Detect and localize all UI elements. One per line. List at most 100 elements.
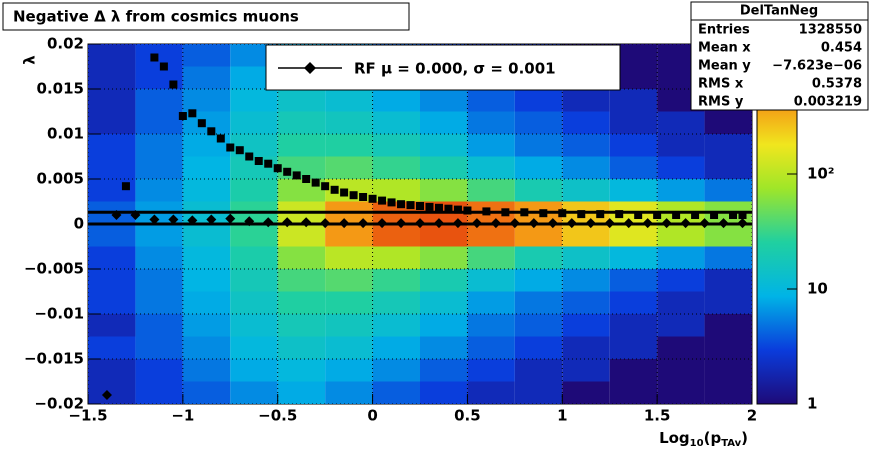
heat-cell <box>657 336 705 359</box>
heat-cell <box>514 381 563 404</box>
square-marker <box>691 211 700 219</box>
heat-cell <box>704 314 752 337</box>
heat-cell <box>420 89 468 112</box>
heat-cell <box>372 111 420 134</box>
heat-cell <box>562 269 610 292</box>
square-marker <box>577 210 586 219</box>
heat-cell <box>562 336 610 359</box>
heat-cell <box>325 291 373 314</box>
x-label-part: Log <box>659 429 690 447</box>
heat-cell <box>135 179 183 202</box>
square-marker <box>453 205 462 214</box>
y-tick-label: 0.015 <box>37 80 84 98</box>
heat-cell <box>467 246 515 269</box>
heat-cell <box>372 291 420 314</box>
heat-cell <box>420 246 468 269</box>
square-marker <box>216 134 225 143</box>
legend-marker <box>304 62 316 74</box>
square-marker <box>387 198 396 207</box>
square-marker <box>368 194 377 203</box>
heat-cell <box>372 89 420 112</box>
heat-cell <box>88 89 136 112</box>
heat-cell <box>277 381 326 404</box>
heat-cell <box>135 246 183 269</box>
heat-cell <box>704 111 752 134</box>
heat-cell <box>609 291 658 314</box>
heat-cell <box>230 224 278 247</box>
z-tick-label: 1 <box>807 395 817 413</box>
y-tick-label: −0.005 <box>24 260 84 278</box>
x-tick-label: 0 <box>367 407 377 425</box>
diamond-marker <box>623 218 634 229</box>
heat-cell <box>372 179 420 202</box>
heat-cell <box>514 359 563 382</box>
heat-cell <box>562 246 610 269</box>
stats-value: 0.5378 <box>812 77 862 92</box>
diamond-marker <box>225 213 236 224</box>
stats-label: RMS x <box>698 77 744 92</box>
heat-cell <box>325 111 373 134</box>
square-marker <box>482 207 491 216</box>
heat-cell <box>135 134 183 157</box>
heat-cell <box>277 224 326 247</box>
heat-cell <box>704 156 752 179</box>
square-marker <box>273 164 282 173</box>
square-marker <box>150 53 159 62</box>
heat-cell <box>230 336 278 359</box>
heat-cell <box>514 291 563 314</box>
heat-cell <box>182 224 231 247</box>
square-marker <box>349 191 358 200</box>
heat-cell <box>609 224 658 247</box>
heat-cell <box>514 179 563 202</box>
heat-cell <box>514 246 563 269</box>
heat-cell <box>704 336 752 359</box>
heat-cell <box>182 336 231 359</box>
x-tick-label: −1 <box>171 407 194 425</box>
heat-cell <box>182 179 231 202</box>
heat-cell <box>135 111 183 134</box>
heat-cell <box>88 269 136 292</box>
heat-cell <box>135 381 183 404</box>
heat-cell <box>609 156 658 179</box>
x-label-part: (p <box>704 429 722 447</box>
heat-cell <box>230 291 278 314</box>
heat-cell <box>277 89 326 112</box>
heat-cell <box>467 224 515 247</box>
diamond-marker <box>452 218 463 229</box>
diamond-marker <box>320 218 331 229</box>
heat-cell <box>325 269 373 292</box>
heat-cell <box>467 89 515 112</box>
stats-title: DelTanNeg <box>740 4 818 19</box>
heat-cell <box>420 381 468 404</box>
diamond-marker <box>339 218 350 229</box>
y-tick-label: −0.015 <box>24 350 84 368</box>
heat-cell <box>325 156 373 179</box>
heat-cell <box>372 381 420 404</box>
heat-cell <box>372 269 420 292</box>
x-tick-label: 1.5 <box>644 407 671 425</box>
square-marker <box>359 193 368 201</box>
heat-cell <box>562 89 610 112</box>
heat-cell <box>325 224 373 247</box>
heat-cell <box>514 89 563 112</box>
diamond-marker <box>301 217 312 228</box>
stats-value: 0.003219 <box>794 95 862 110</box>
stats-label: RMS y <box>698 95 744 110</box>
heat-cell <box>562 179 610 202</box>
heat-cell <box>704 291 752 314</box>
heat-cell <box>277 359 326 382</box>
square-marker <box>378 196 387 205</box>
heat-cell <box>277 111 326 134</box>
title-box <box>2 2 410 31</box>
square-marker <box>178 112 187 120</box>
y-tick-label: −0.01 <box>34 305 84 323</box>
heat-cell <box>135 89 183 112</box>
heat-cell <box>182 381 231 404</box>
heat-cell <box>514 336 563 359</box>
heat-cell <box>230 314 278 337</box>
heat-cell <box>88 66 136 89</box>
square-marker <box>738 211 747 219</box>
heat-cell <box>277 314 326 337</box>
stats-value: −7.623e−06 <box>772 59 862 74</box>
